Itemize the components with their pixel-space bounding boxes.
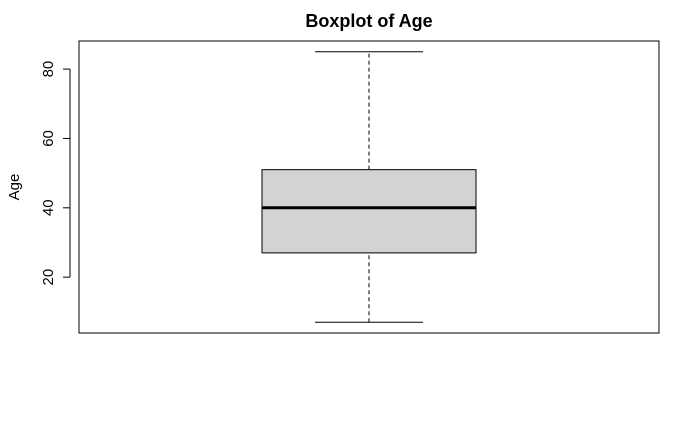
box-group [261, 51, 477, 323]
y-tick-label: 40 [40, 199, 57, 216]
y-tick-label: 20 [40, 269, 57, 286]
iqr-box [261, 169, 477, 254]
y-axis-label: Age [6, 174, 23, 201]
plot-frame [78, 40, 660, 334]
y-tick-label: 80 [40, 61, 57, 78]
y-tick-label: 60 [40, 130, 57, 147]
chart-title: Boxplot of Age [305, 11, 432, 31]
y-axis: 20 40 60 80 [40, 61, 71, 286]
